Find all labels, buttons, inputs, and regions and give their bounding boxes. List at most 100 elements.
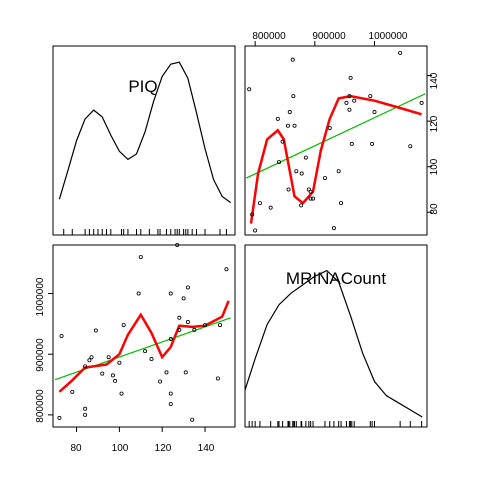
data-point [83, 406, 88, 411]
data-point [308, 189, 313, 194]
data-point [419, 100, 424, 105]
data-point [348, 75, 353, 80]
data-point [149, 357, 154, 362]
data-point [253, 228, 258, 233]
data-point [183, 370, 188, 375]
data-point [136, 291, 141, 296]
data-point [275, 116, 280, 121]
data-point [100, 371, 105, 376]
top-axis-tick-label: 800000 [252, 31, 286, 42]
right-axis-tick-label: 140 [429, 72, 440, 89]
diagonal-label-piq: PIQ [128, 77, 157, 96]
data-point [70, 389, 75, 394]
data-point [83, 412, 88, 417]
diagonal-label-mrinacount: MRINACount [286, 269, 386, 288]
data-point [257, 201, 262, 206]
bottom-axis-tick-label: 120 [155, 443, 172, 454]
data-point [368, 94, 373, 99]
data-point [370, 141, 375, 146]
data-point [106, 355, 111, 360]
density-curve-mrinacount [245, 269, 423, 418]
data-point [190, 417, 195, 422]
data-point [143, 349, 148, 354]
data-point [292, 123, 297, 128]
data-point [322, 176, 327, 181]
panel-density-PIQ [52, 45, 236, 236]
smooth-line [249, 94, 422, 224]
data-point [177, 327, 182, 332]
right-axis-tick-label: 120 [429, 115, 440, 132]
panel-mrinacount-vs-piq [52, 244, 236, 428]
data-point [113, 378, 118, 383]
data-point [121, 323, 126, 328]
data-point [285, 123, 290, 128]
data-point [287, 110, 292, 115]
data-point [280, 139, 285, 144]
bottom-axis-tick-label: 140 [198, 443, 215, 454]
right-axis-tick-label: 80 [429, 203, 440, 215]
data-point [215, 376, 220, 381]
data-point [168, 337, 173, 342]
data-point [119, 391, 124, 396]
data-point [218, 323, 223, 328]
data-point [347, 94, 352, 99]
right-axis-tick-label: 100 [429, 158, 440, 175]
data-point [89, 355, 94, 360]
data-point [336, 169, 341, 174]
data-point [138, 255, 143, 260]
data-point [331, 226, 336, 231]
data-point [277, 160, 282, 165]
data-point [158, 379, 163, 384]
data-point [294, 169, 299, 174]
data-point [303, 155, 308, 160]
data-point [308, 196, 313, 201]
top-axis-tick-label: 1000000 [369, 31, 408, 42]
panel-density-MRINACount [244, 244, 428, 428]
bottom-axis-tick-label: 80 [70, 443, 82, 454]
data-point [352, 98, 357, 103]
density-curve-piq [58, 61, 232, 204]
top-axis-tick-label: 900000 [312, 31, 346, 42]
data-point [344, 100, 349, 105]
data-point [268, 205, 273, 210]
data-point [290, 57, 295, 62]
data-point [177, 315, 182, 320]
data-point [83, 364, 88, 369]
data-point [299, 203, 304, 208]
data-point [299, 171, 304, 176]
data-point [168, 401, 173, 406]
bottom-axis-tick-label: 100 [112, 443, 129, 454]
data-point [164, 370, 169, 375]
data-point [59, 333, 64, 338]
data-point [311, 196, 316, 201]
data-point [93, 328, 98, 333]
data-point [291, 94, 296, 99]
data-point [398, 50, 403, 55]
data-point [117, 360, 122, 365]
data-point [286, 187, 291, 192]
left-axis-tick-label: 900000 [35, 338, 46, 372]
data-point [327, 125, 332, 130]
data-point [349, 141, 354, 146]
data-point [185, 285, 190, 290]
data-point [247, 87, 252, 92]
data-point [192, 327, 197, 332]
data-point [185, 320, 190, 325]
data-point [168, 391, 173, 396]
data-point [110, 373, 115, 378]
data-point [175, 242, 180, 247]
data-point [224, 267, 229, 272]
left-axis-tick-label: 800000 [35, 389, 46, 423]
left-axis-tick-label: 1000000 [35, 277, 46, 316]
data-point [372, 110, 377, 115]
data-point [250, 212, 255, 217]
data-point [181, 296, 186, 301]
smooth-line [58, 300, 230, 393]
data-point [87, 358, 92, 363]
data-point [57, 415, 62, 420]
data-point [203, 323, 208, 328]
data-point [339, 201, 344, 206]
data-point [408, 144, 413, 149]
data-point [347, 107, 352, 112]
